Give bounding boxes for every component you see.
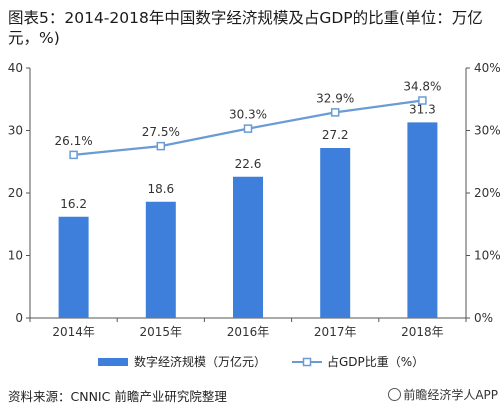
source-note: 资料来源：CNNIC 前瞻产业研究院整理 — [8, 389, 227, 404]
share-value-label: 34.8% — [403, 80, 441, 94]
x-tick-label: 2015年 — [140, 325, 183, 339]
brand-logo-icon — [388, 388, 402, 401]
y-left-tick-label: 30 — [8, 124, 23, 138]
y-left-tick-label: 10 — [8, 249, 23, 263]
x-tick-label: 2016年 — [227, 325, 270, 339]
bar-value-label: 31.3 — [409, 102, 436, 116]
bar-value-label: 18.6 — [147, 182, 174, 196]
legend-line-label: 占GDP比重（%） — [327, 354, 424, 369]
share-value-label: 26.1% — [55, 134, 93, 148]
bar — [407, 122, 438, 318]
bar — [145, 201, 176, 318]
share-point — [330, 108, 340, 117]
y-right-tick-label: 40% — [474, 61, 501, 75]
x-tick-label: 2018年 — [401, 325, 444, 339]
y-right-tick-label: 10% — [474, 249, 501, 263]
bar — [58, 216, 89, 318]
bar-value-label: 22.6 — [235, 157, 262, 171]
legend-line-marker — [302, 357, 312, 367]
legend-bar-label: 数字经济规模（万亿元） — [134, 354, 266, 369]
x-tick-label: 2014年 — [52, 325, 95, 339]
bar-value-label: 16.2 — [60, 197, 87, 211]
share-value-label: 32.9% — [316, 91, 354, 105]
bar-value-label: 27.2 — [322, 128, 349, 142]
brand-watermark: 前瞻经济学人APP — [388, 386, 498, 403]
y-right-tick-label: 20% — [474, 186, 501, 200]
y-left-tick-label: 20 — [8, 186, 23, 200]
share-point — [418, 96, 427, 105]
share-value-label: 27.5% — [142, 125, 180, 139]
share-point — [69, 150, 78, 160]
bar — [233, 176, 263, 318]
share-point — [156, 141, 166, 151]
share-value-label: 30.3% — [229, 108, 267, 122]
bar — [320, 148, 351, 318]
y-right-tick-label: 0% — [474, 311, 493, 325]
brand-name: 前瞻经济学人APP — [403, 388, 498, 402]
share-point — [243, 124, 253, 133]
y-right-tick-label: 30% — [474, 124, 501, 138]
y-left-tick-label: 0 — [15, 311, 23, 325]
legend-bar-swatch — [98, 358, 128, 366]
y-left-tick-label: 40 — [8, 61, 23, 75]
chart-title: 图表5：2014-2018年中国数字经济规模及占GDP的比重(单位：万亿元，%) — [8, 9, 483, 47]
x-tick-label: 2017年 — [314, 325, 357, 339]
